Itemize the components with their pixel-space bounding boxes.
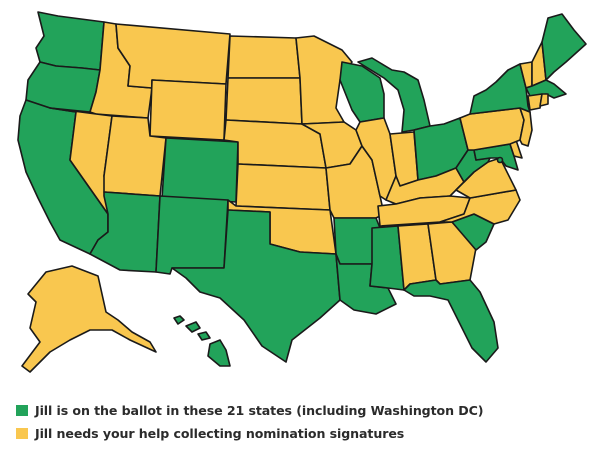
state-nj [519,107,533,147]
state-ak [21,265,157,373]
state-nc [439,189,521,225]
state-wa [35,11,105,71]
state-mt [115,23,231,89]
state-fl [403,279,499,363]
state-ct [527,93,543,111]
legend-swatch-green [16,404,28,416]
state-wy [149,79,227,141]
legend-label-needs-help: Jill needs your help collecting nominati… [35,425,405,441]
us-ballot-access-map [17,11,587,373]
state-tx [171,209,341,363]
state-sd [225,77,303,125]
state-dc [496,156,504,164]
state-co [161,137,239,203]
state-me [541,13,587,81]
state-ri [539,93,549,107]
state-nd [227,35,301,79]
map-legend: Jill is on the ballot in these 21 states… [16,400,586,446]
legend-swatch-yellow [16,427,28,439]
state-il [355,117,397,201]
state-ny [469,63,531,115]
state-mn [295,35,353,125]
state-hi [173,315,231,367]
legend-label-on-ballot: Jill is on the ballot in these 21 states… [35,402,484,418]
state-nm [155,195,229,275]
state-ks [235,163,331,211]
legend-item-needs-help: Jill needs your help collecting nominati… [16,423,586,443]
legend-item-on-ballot: Jill is on the ballot in these 21 states… [16,400,586,420]
state-ut [103,115,167,197]
state-la [335,253,397,315]
